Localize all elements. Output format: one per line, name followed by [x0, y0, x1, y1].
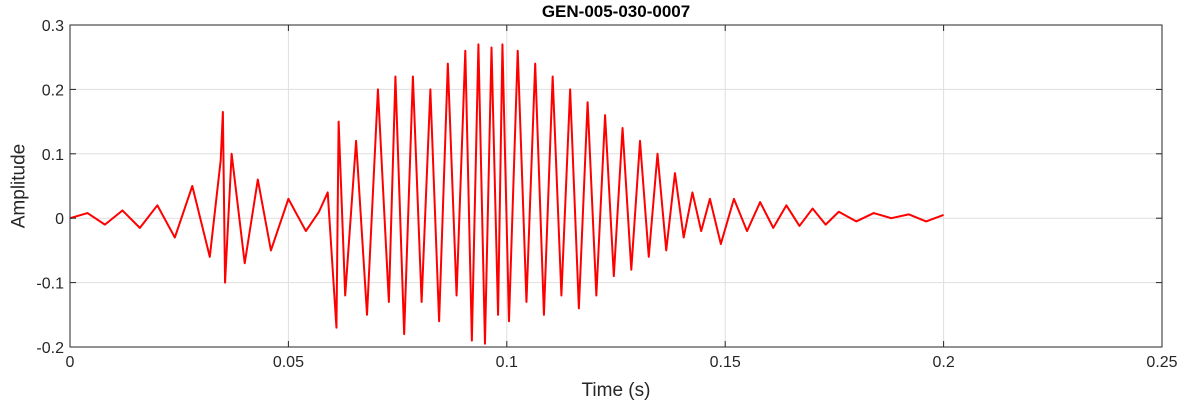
- x-tick-label: 0.15: [710, 354, 741, 371]
- y-tick-label: 0.1: [42, 147, 64, 164]
- grid-lines: [69, 24, 1163, 348]
- y-axis-label: Amplitude: [9, 144, 30, 229]
- amplitude-series-line: [69, 43, 944, 345]
- y-tick-label: -0.1: [36, 276, 64, 293]
- y-tick-label: 0.2: [42, 82, 64, 99]
- x-tick-label: 0.25: [1146, 354, 1177, 371]
- data-layer: [69, 43, 944, 345]
- chart-title: GEN-005-030-0007: [542, 2, 690, 21]
- axis-ticks: 0 0.05 0.1 0.15 0.2 0.25 -0.2 -0.1 0 0.1 0.2 0.3: [36, 18, 1177, 371]
- y-tick-label: -0.2: [36, 340, 64, 357]
- x-tick-label: 0: [66, 354, 75, 371]
- x-tick-label: 0.1: [496, 354, 518, 371]
- x-tick-label: 0.05: [273, 354, 304, 371]
- x-axis-label: Time (s): [582, 380, 651, 401]
- y-tick-label: 0.3: [42, 18, 64, 35]
- y-tick-label: 0: [55, 211, 64, 228]
- x-tick-label: 0.2: [932, 354, 954, 371]
- plot-frame: [69, 24, 1163, 348]
